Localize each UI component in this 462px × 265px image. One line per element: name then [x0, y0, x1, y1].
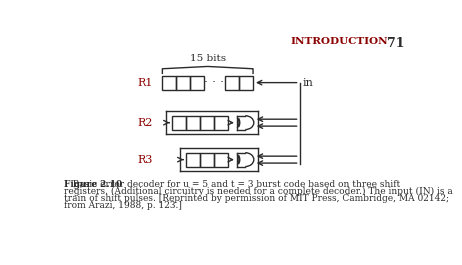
Text: · · ·: · · ·	[204, 76, 224, 89]
Bar	[239, 76, 253, 90]
Bar	[225, 76, 239, 90]
Bar	[186, 153, 201, 166]
Bar	[186, 116, 201, 130]
Bar	[214, 153, 228, 166]
Text: R3: R3	[137, 154, 152, 165]
Text: 15 bits: 15 bits	[189, 54, 226, 63]
Text: in: in	[303, 78, 314, 88]
Bar	[176, 76, 190, 90]
Bar	[201, 153, 214, 166]
Text: Basic error decoder for u = 5 and t = 3 burst code based on three shift: Basic error decoder for u = 5 and t = 3 …	[64, 180, 400, 189]
Text: INTRODUCTION: INTRODUCTION	[290, 37, 388, 46]
Text: train of shift pulses. [Reprinted by permission of MIT Press, Cambridge, MA 0214: train of shift pulses. [Reprinted by per…	[64, 194, 449, 203]
Bar	[190, 76, 204, 90]
Bar	[214, 116, 228, 130]
Text: registers. (Additional circuitry is needed for a complete decoder.) The input (I: registers. (Additional circuitry is need…	[64, 187, 453, 196]
Text: R2: R2	[137, 118, 152, 128]
Bar	[162, 76, 176, 90]
Text: R1: R1	[137, 78, 152, 88]
Text: 71: 71	[387, 37, 405, 50]
Text: from Arazi, 1988, p. 123.]: from Arazi, 1988, p. 123.]	[64, 201, 182, 210]
Bar	[201, 116, 214, 130]
Bar	[172, 116, 186, 130]
Text: Figure 2.10: Figure 2.10	[64, 180, 122, 189]
